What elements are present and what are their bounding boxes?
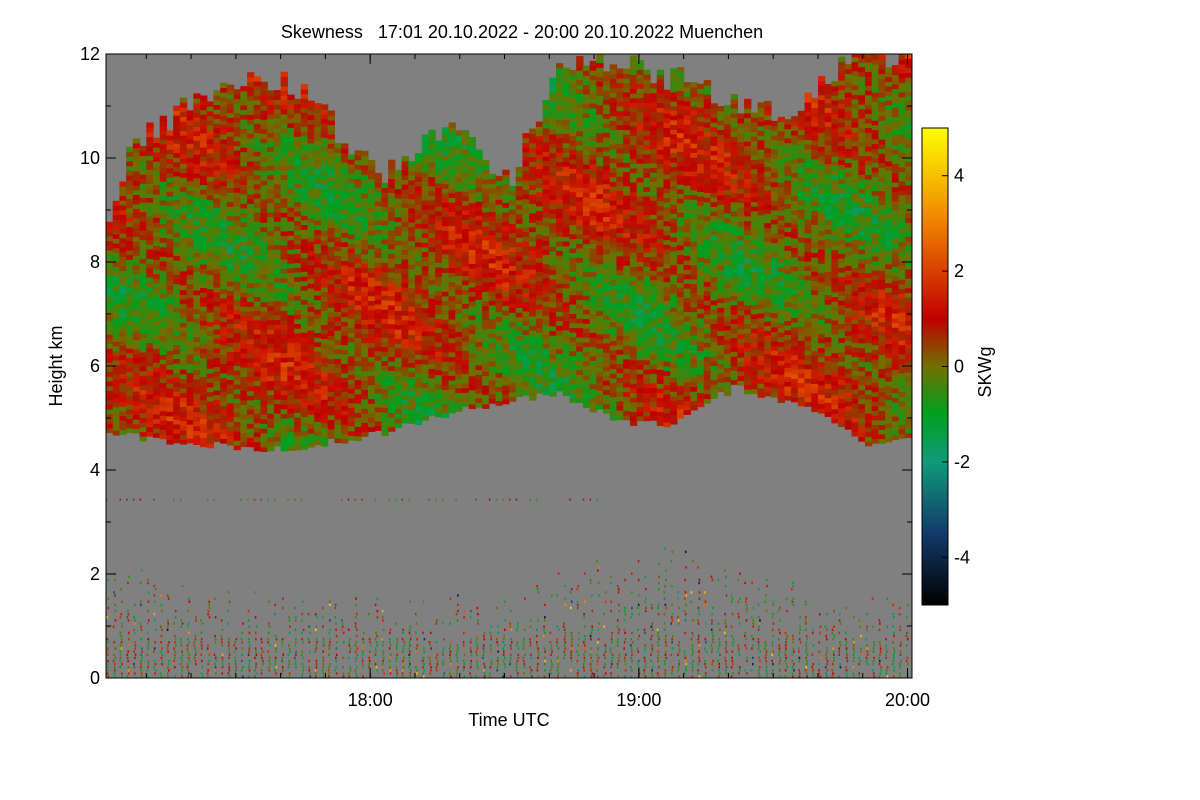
- heatmap-cells: [106, 54, 912, 678]
- colorbar-label: SKWg: [975, 346, 995, 397]
- y-tick-label: 8: [90, 252, 100, 272]
- x-tick-label: 19:00: [616, 690, 661, 710]
- colorbar-tick-label: 4: [954, 166, 964, 186]
- colorbar-tick-label: -4: [954, 547, 970, 567]
- colorbar-tick-label: 0: [954, 357, 964, 377]
- x-tick-label: 20:00: [885, 690, 930, 710]
- y-tick-label: 6: [90, 356, 100, 376]
- y-tick-label: 10: [80, 148, 100, 168]
- chart-title: Skewness 17:01 20.10.2022 - 20:00 20.10.…: [281, 22, 763, 42]
- y-tick-label: 2: [90, 564, 100, 584]
- x-axis-label: Time UTC: [468, 710, 549, 730]
- colorbar-tick-label: -2: [954, 452, 970, 472]
- colorbar-axis: -4 -2 0 2 4: [942, 166, 970, 567]
- y-tick-label: 12: [80, 44, 100, 64]
- y-tick-label: 4: [90, 460, 100, 480]
- y-tick-label: 0: [90, 668, 100, 688]
- colorbar-tick-label: 2: [954, 261, 964, 281]
- x-tick-label: 18:00: [348, 690, 393, 710]
- x-axis: 18:00 19:00 20:00: [145, 54, 930, 710]
- y-axis: 0 2 4 6 8 10 12: [80, 44, 912, 688]
- y-axis-label: Height km: [46, 325, 66, 406]
